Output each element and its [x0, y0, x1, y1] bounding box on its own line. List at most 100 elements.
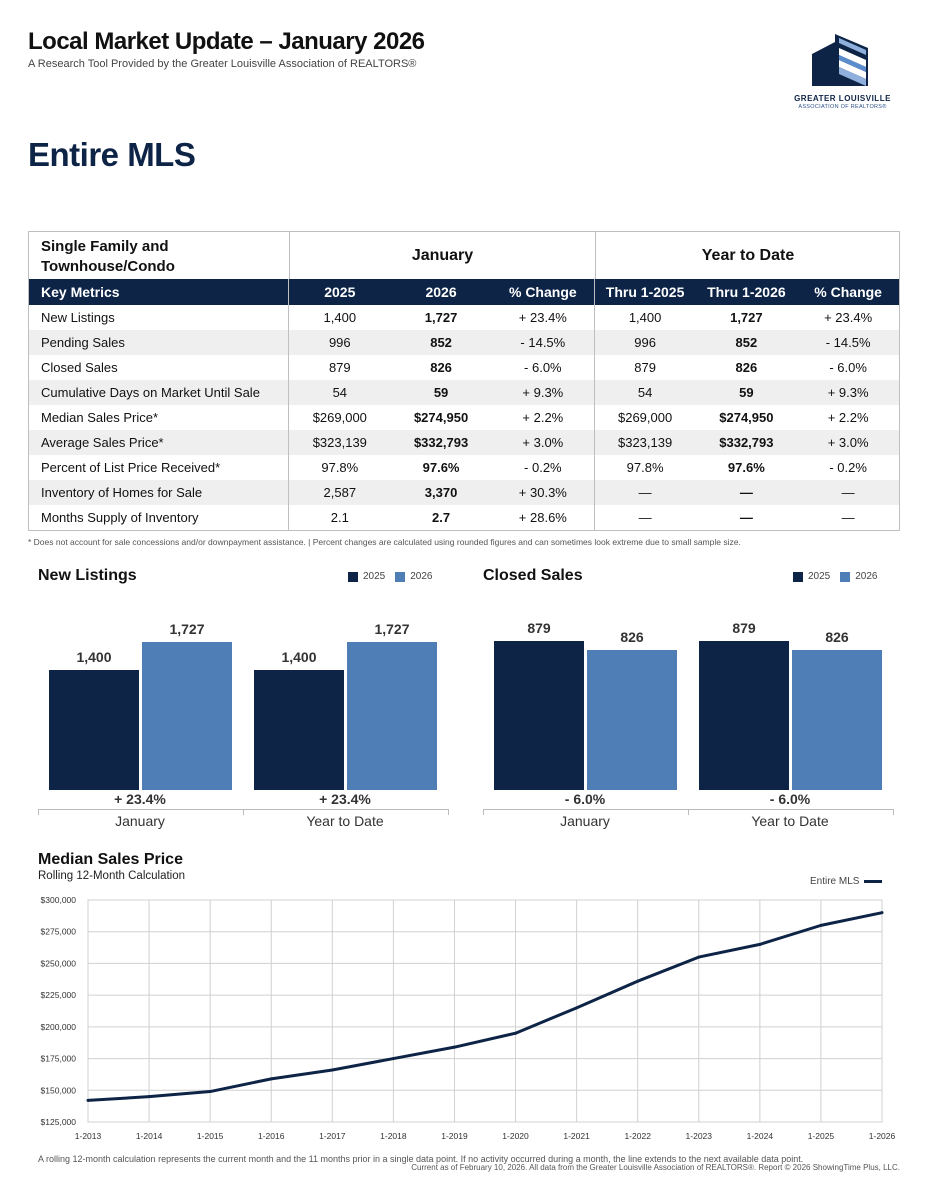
metric-value-cell: $332,793	[719, 435, 774, 450]
x-tick-label: 1-2024	[747, 1131, 774, 1141]
bar-value-label: 826	[620, 629, 644, 645]
median-price-data-point	[452, 1045, 456, 1049]
median-price-series-line	[87, 911, 883, 1102]
table-row: New Listings 1,400 1,727 + 23.4% 1,400 1,727 +…	[29, 305, 899, 330]
legend-swatch-2025	[793, 571, 803, 582]
metric-value-cell: 97.8%	[288, 455, 390, 480]
median-price-data-point	[514, 1031, 518, 1035]
median-price-data-point	[819, 923, 823, 927]
metric-name-cell: Inventory of Homes for Sale	[41, 485, 203, 500]
x-tick-label: 1-2014	[136, 1131, 163, 1141]
metric-value-cell: 54	[593, 380, 696, 405]
x-tick-label: 1-2018	[380, 1131, 407, 1141]
x-tick-label: 1-2020	[502, 1131, 529, 1141]
plot-frame	[87, 899, 883, 1123]
metric-value-cell: $274,950	[719, 410, 774, 425]
metric-value-cell: 879	[288, 355, 390, 380]
legend-label: Entire MLS	[810, 876, 860, 887]
table-group-header: Single Family and Townhouse/Condo Januar…	[29, 232, 899, 279]
table-footnote: * Does not account for sale concessions …	[28, 537, 741, 547]
bar-2026	[142, 642, 232, 790]
median-price-data-point	[697, 955, 701, 959]
new-listings-chart-title: New Listings	[38, 567, 137, 584]
category-label: January	[115, 813, 165, 829]
metric-value-cell: 852	[735, 335, 758, 350]
metric-value-cell: 1,400	[593, 305, 696, 330]
legend-swatch-2025	[348, 571, 358, 582]
x-axis-tick	[38, 809, 39, 815]
key-metrics-table: Single Family and Townhouse/Condo Januar…	[28, 231, 900, 531]
metric-value-cell: - 6.0%	[829, 360, 867, 375]
metric-value-cell: - 14.5%	[825, 335, 871, 350]
metric-value-cell: 97.8%	[593, 455, 696, 480]
new-listings-legend: 2025 2026	[348, 571, 443, 582]
bar-value-label: 879	[527, 620, 551, 636]
legend-label: 2025	[363, 571, 386, 582]
property-type-label: Single Family and Townhouse/Condo	[41, 238, 175, 275]
category-label: Year to Date	[751, 813, 829, 829]
metric-value-cell: $323,139	[288, 430, 390, 455]
y-tick-label: $250,000	[41, 958, 77, 968]
x-tick-label: 1-2023	[686, 1131, 713, 1141]
legend-label: 2025	[808, 571, 831, 582]
logo-text: GREATER LOUISVILLE	[794, 94, 891, 103]
closed-sales-chart-title: Closed Sales	[483, 567, 583, 584]
metric-value-cell: + 23.4%	[518, 310, 567, 325]
group-header-month: January	[289, 232, 595, 279]
report-subtitle: A Research Tool Provided by the Greater …	[28, 58, 417, 70]
metric-value-cell: $269,000	[593, 405, 696, 430]
median-price-data-point	[86, 1098, 90, 1102]
x-axis-tick	[893, 809, 894, 815]
metric-name-cell: Months Supply of Inventory	[41, 510, 199, 525]
column-header: 2025	[288, 279, 390, 305]
metric-name-cell: Median Sales Price*	[41, 410, 159, 425]
median-price-data-point	[758, 942, 762, 946]
table-row: Closed Sales 879 826 - 6.0% 879 826 - 6.0%	[29, 355, 899, 380]
metric-value-cell: - 0.2%	[829, 460, 867, 475]
column-header: 2026	[425, 284, 457, 300]
bar-value-label: 1,400	[281, 649, 317, 665]
metric-value-cell: —	[739, 510, 753, 525]
x-tick-label: 1-2016	[258, 1131, 285, 1141]
median-price-chart-title: Median Sales Price	[38, 851, 183, 868]
metric-value-cell: 852	[430, 335, 452, 350]
metric-value-cell: —	[593, 505, 696, 530]
metric-value-cell: 2.7	[432, 510, 451, 525]
metric-value-cell: + 9.3%	[827, 385, 869, 400]
legend-label: 2026	[855, 571, 878, 582]
percent-change-label: - 6.0%	[564, 791, 606, 807]
metric-value-cell: - 0.2%	[524, 460, 562, 475]
bar-2026	[792, 650, 882, 790]
metric-value-cell: —	[841, 510, 855, 525]
x-tick-label: 1-2026	[869, 1131, 896, 1141]
table-row: Percent of List Price Received* 97.8% 97.6…	[29, 455, 899, 480]
bar-2025	[699, 641, 789, 790]
table-row: Cumulative Days on Market Until Sale 54 59…	[29, 380, 899, 405]
column-header: Thru 1-2025	[593, 279, 696, 305]
y-tick-label: $225,000	[41, 990, 77, 1000]
closed-sales-legend: 2025 2026	[793, 571, 888, 582]
x-tick-label: 1-2022	[624, 1131, 651, 1141]
table-row: Inventory of Homes for Sale 2,587 3,370 + 3…	[29, 480, 899, 505]
bar-value-label: 1,400	[76, 649, 112, 665]
metric-value-cell: 3,370	[424, 485, 458, 500]
category-label: Year to Date	[306, 813, 384, 829]
median-price-data-point	[147, 1095, 151, 1099]
metric-value-cell: + 3.0%	[522, 435, 564, 450]
x-axis-tick	[243, 809, 244, 815]
table-row: Median Sales Price* $269,000 $274,950 + 2.2…	[29, 405, 899, 430]
category-label: January	[560, 813, 610, 829]
column-header: % Change	[814, 284, 882, 300]
median-price-data-point	[269, 1077, 273, 1081]
metric-value-cell: - 14.5%	[520, 335, 566, 350]
x-tick-label: 1-2019	[441, 1131, 468, 1141]
metric-value-cell: $274,950	[413, 410, 469, 425]
metric-name-cell: New Listings	[41, 310, 115, 325]
metric-name-cell: Pending Sales	[41, 335, 125, 350]
metric-value-cell: 59	[739, 385, 754, 400]
group-header-ytd: Year to Date	[595, 232, 900, 279]
metric-value-cell: + 2.2%	[827, 410, 869, 425]
table-column-header: Key Metrics 2025 2026 % Change Thru 1-20…	[29, 279, 899, 305]
metric-value-cell: $269,000	[288, 405, 390, 430]
metric-value-cell: + 9.3%	[522, 385, 564, 400]
